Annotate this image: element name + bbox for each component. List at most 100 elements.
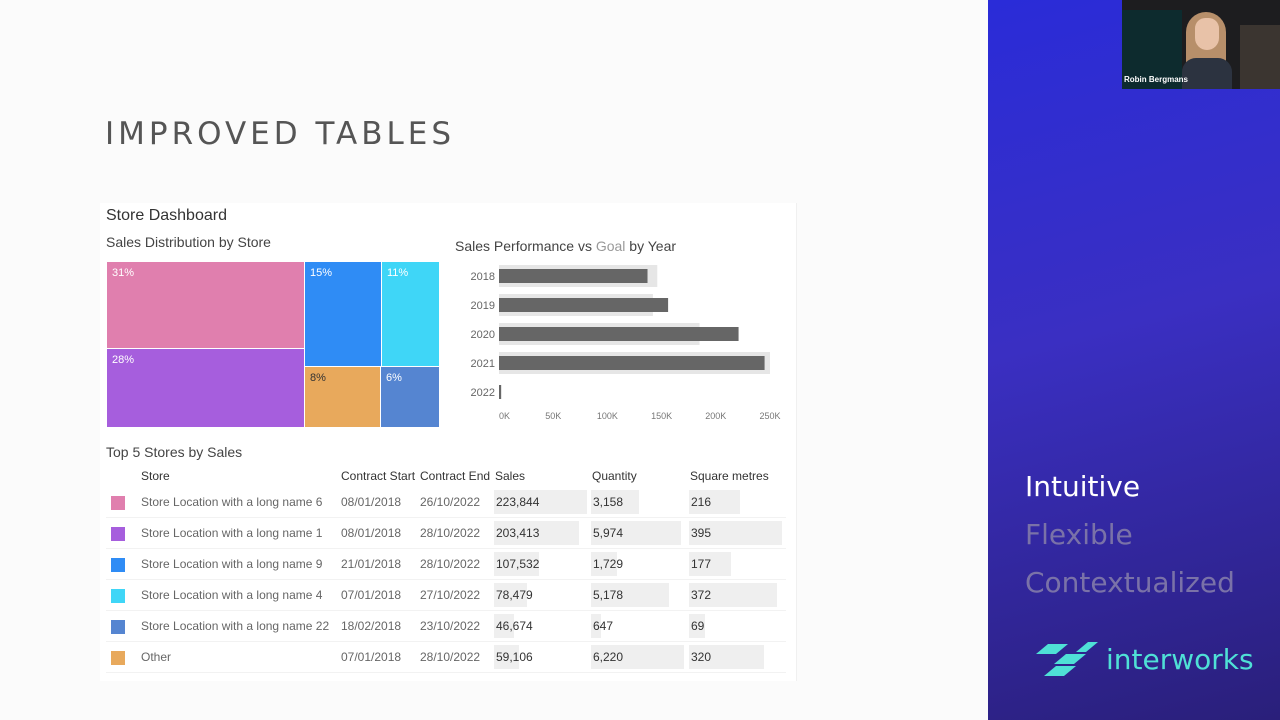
sales-cell: 223,844 bbox=[496, 495, 540, 509]
sqm-bar bbox=[689, 614, 705, 638]
treemap-tile[interactable]: 31% bbox=[106, 261, 305, 349]
col-header-sales[interactable]: Sales bbox=[495, 469, 526, 483]
sqm-cell: 395 bbox=[691, 526, 712, 540]
treemap-tile[interactable]: 11% bbox=[381, 261, 440, 367]
col-header-square-metres[interactable]: Square metres bbox=[690, 469, 769, 483]
col-header-store[interactable]: Store bbox=[141, 469, 170, 483]
sales-cell: 59,106 bbox=[496, 650, 533, 664]
word-intuitive: Intuitive bbox=[1025, 470, 1141, 503]
word-contextualized: Contextualized bbox=[1025, 566, 1235, 599]
bar-chart-title: Sales Performance vs Goal by Year bbox=[455, 238, 676, 254]
quantity-cell: 6,220 bbox=[593, 650, 624, 664]
word-flexible: Flexible bbox=[1025, 518, 1133, 551]
end-cell: 26/10/2022 bbox=[420, 495, 481, 509]
brand-name: interworks bbox=[1106, 643, 1254, 676]
year-label: 2021 bbox=[471, 358, 495, 370]
sales-bar-chart: 2018 2019 2020 2021 2022 0K 50K 100K 150K 200K 250… bbox=[471, 265, 781, 421]
store-cell: Store Location with a long name 1 bbox=[141, 526, 323, 540]
treemap-tile[interactable]: 6% bbox=[380, 366, 440, 428]
color-swatch bbox=[111, 620, 125, 634]
table-row[interactable]: Store Location with a long name 6 08/01/… bbox=[106, 487, 786, 518]
sales-bar bbox=[494, 614, 514, 638]
sales-bar bbox=[494, 645, 519, 669]
participant-name: Robin Bergmans bbox=[1124, 75, 1189, 84]
color-swatch bbox=[111, 527, 125, 541]
treemap-tile[interactable]: 15% bbox=[304, 261, 382, 367]
start-cell: 07/01/2018 bbox=[341, 588, 402, 602]
quantity-cell: 647 bbox=[593, 619, 614, 633]
sales-bar bbox=[499, 385, 502, 399]
bar-title-goal: Goal bbox=[595, 238, 626, 254]
sqm-bar bbox=[689, 645, 764, 669]
color-swatch bbox=[111, 558, 125, 572]
year-label: 2018 bbox=[471, 271, 495, 283]
sales-cell: 78,479 bbox=[496, 588, 533, 602]
col-header-quantity[interactable]: Quantity bbox=[592, 469, 637, 483]
sales-cell: 46,674 bbox=[496, 619, 533, 633]
webcam-video[interactable]: Robin Bergmans bbox=[1122, 0, 1280, 89]
table-row[interactable]: Store Location with a long name 4 07/01/… bbox=[106, 580, 786, 611]
store-cell: Store Location with a long name 6 bbox=[141, 495, 323, 509]
year-label: 2020 bbox=[471, 329, 495, 341]
table-row[interactable]: Store Location with a long name 9 21/01/… bbox=[106, 549, 786, 580]
tile-label: 15% bbox=[310, 267, 333, 279]
sales-bar bbox=[499, 298, 669, 312]
sqm-bar bbox=[689, 490, 740, 514]
dashboard-title: Store Dashboard bbox=[106, 207, 227, 224]
year-label: 2022 bbox=[471, 387, 495, 399]
treemap: 31% 28% 15% 11% 8% 6% bbox=[106, 261, 440, 428]
quantity-cell: 5,974 bbox=[593, 526, 624, 540]
sales-bar bbox=[494, 490, 587, 514]
sqm-cell: 69 bbox=[691, 619, 705, 633]
tile-label: 11% bbox=[387, 267, 409, 279]
x-tick-label: 50K bbox=[545, 411, 561, 421]
sqm-bar bbox=[689, 552, 731, 576]
start-cell: 07/01/2018 bbox=[341, 650, 402, 664]
x-tick-label: 100K bbox=[597, 411, 618, 421]
treemap-tile[interactable]: 8% bbox=[304, 366, 382, 428]
table-row[interactable]: Store Location with a long name 1 08/01/… bbox=[106, 518, 786, 549]
year-label: 2019 bbox=[471, 300, 495, 312]
col-header-contract-end[interactable]: Contract End bbox=[420, 469, 491, 483]
color-swatch bbox=[111, 589, 125, 603]
sqm-cell: 372 bbox=[691, 588, 712, 602]
treemap-tile[interactable]: 28% bbox=[106, 348, 305, 428]
color-swatch bbox=[111, 651, 125, 665]
sales-bar bbox=[499, 327, 739, 341]
sqm-bar bbox=[689, 521, 782, 545]
sales-bar bbox=[494, 583, 527, 607]
start-cell: 08/01/2018 bbox=[341, 526, 402, 540]
sales-cell: 107,532 bbox=[496, 557, 540, 571]
participant-body bbox=[1182, 58, 1232, 89]
sales-bar bbox=[499, 356, 765, 370]
tile-label: 28% bbox=[112, 354, 135, 366]
end-cell: 23/10/2022 bbox=[420, 619, 481, 633]
col-header-contract-start[interactable]: Contract Start bbox=[341, 469, 416, 483]
sqm-cell: 320 bbox=[691, 650, 712, 664]
tile-label: 8% bbox=[310, 372, 326, 384]
interworks-logo-icon bbox=[1036, 642, 1098, 676]
video-background-shelf bbox=[1240, 25, 1280, 89]
start-cell: 18/02/2018 bbox=[341, 619, 402, 633]
quantity-bar bbox=[591, 490, 639, 514]
sqm-bar bbox=[689, 583, 777, 607]
quantity-bar bbox=[591, 583, 669, 607]
color-swatch bbox=[111, 496, 125, 510]
sales-bar bbox=[499, 269, 648, 283]
quantity-bar bbox=[591, 645, 684, 669]
start-cell: 21/01/2018 bbox=[341, 557, 402, 571]
participant-face bbox=[1195, 18, 1219, 50]
quantity-bar bbox=[591, 521, 681, 545]
slide-title: IMPROVED TABLES bbox=[105, 116, 456, 152]
sales-cell: 203,413 bbox=[496, 526, 540, 540]
quantity-cell: 3,158 bbox=[593, 495, 624, 509]
table-row[interactable]: Store Location with a long name 22 18/02… bbox=[106, 611, 786, 642]
end-cell: 27/10/2022 bbox=[420, 588, 481, 602]
treemap-title: Sales Distribution by Store bbox=[106, 234, 271, 250]
table-row[interactable]: Other 07/01/2018 28/10/2022 59,106 6,220… bbox=[106, 642, 786, 673]
sqm-cell: 216 bbox=[691, 495, 712, 509]
end-cell: 28/10/2022 bbox=[420, 650, 481, 664]
quantity-cell: 5,178 bbox=[593, 588, 624, 602]
tile-label: 6% bbox=[386, 372, 402, 384]
x-tick-label: 250K bbox=[759, 411, 780, 421]
